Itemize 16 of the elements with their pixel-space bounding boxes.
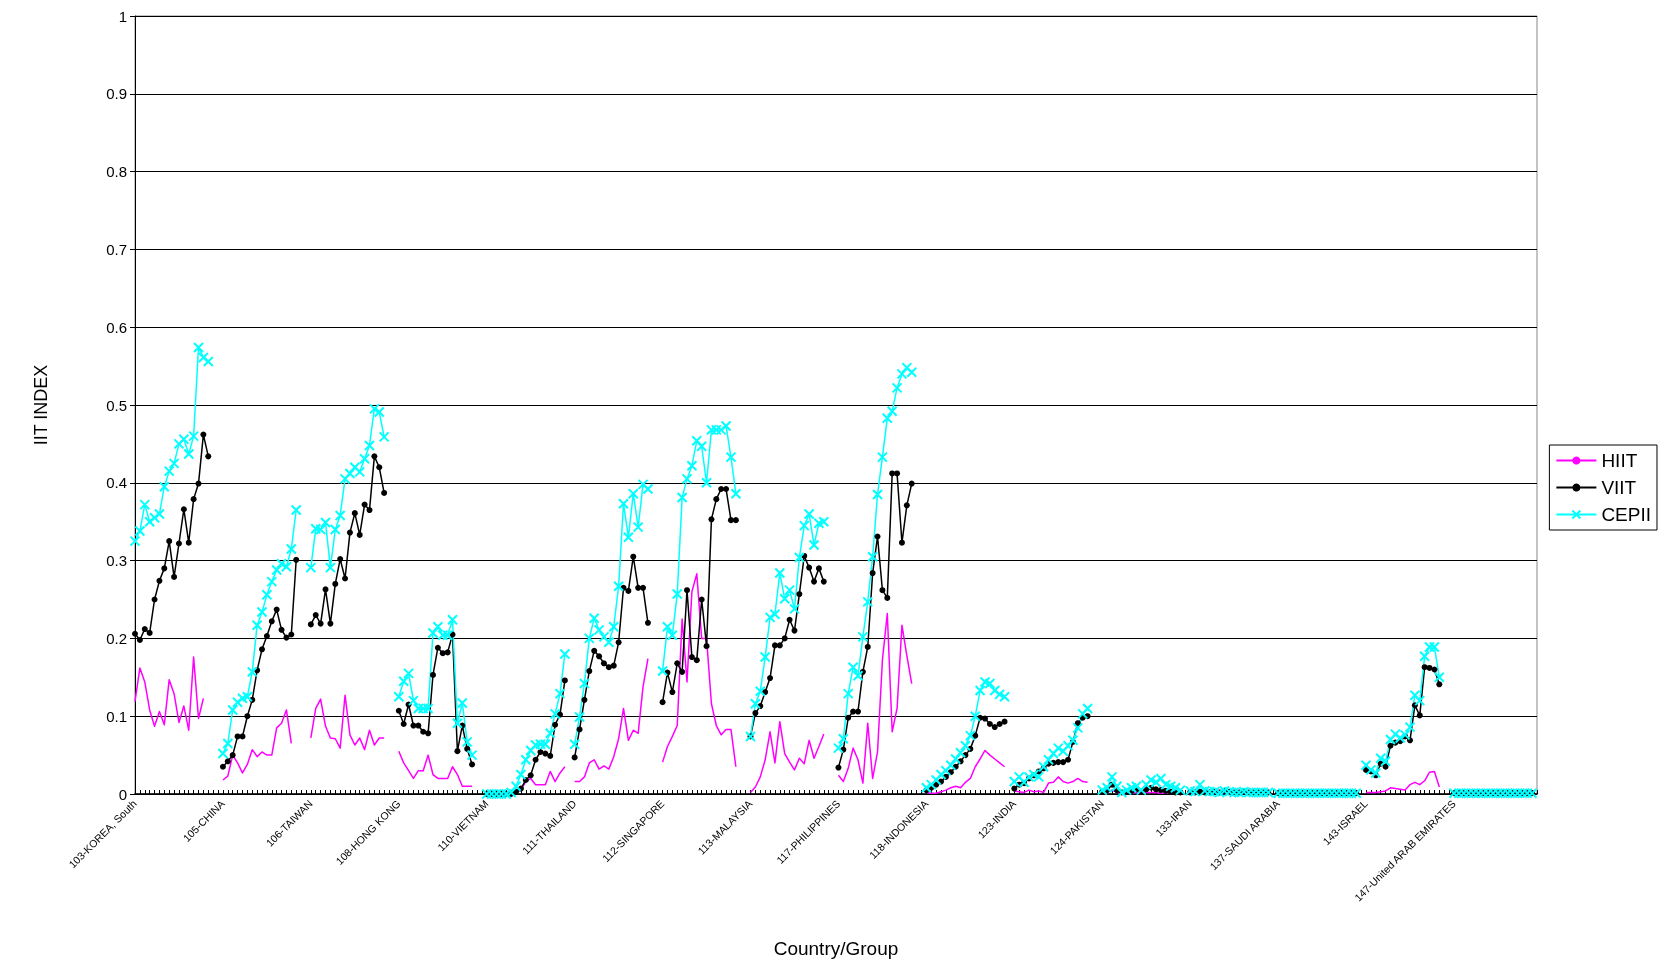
y-tick-label: 0.2: [106, 629, 127, 647]
legend-label: CEPII: [1601, 504, 1651, 525]
y-tick-label: 0: [118, 785, 127, 803]
y-tick-label: 0.7: [106, 240, 127, 258]
y-tick-label: 0.9: [106, 85, 127, 103]
y-axis-title: IIT INDEX: [31, 364, 51, 446]
y-tick-label: 1: [118, 7, 127, 25]
y-tick-label: 0.4: [106, 474, 127, 492]
y-tick-label: 0.5: [106, 396, 127, 414]
y-tick-label: 0.3: [106, 552, 127, 570]
legend-label: HIIT: [1601, 450, 1638, 471]
x-axis-title: Country/Group: [773, 938, 899, 959]
y-tick-label: 0.6: [106, 318, 127, 336]
y-tick-label: 0.1: [106, 707, 127, 725]
legend-label: VIIT: [1601, 477, 1637, 498]
y-tick-label: 0.8: [106, 163, 127, 181]
